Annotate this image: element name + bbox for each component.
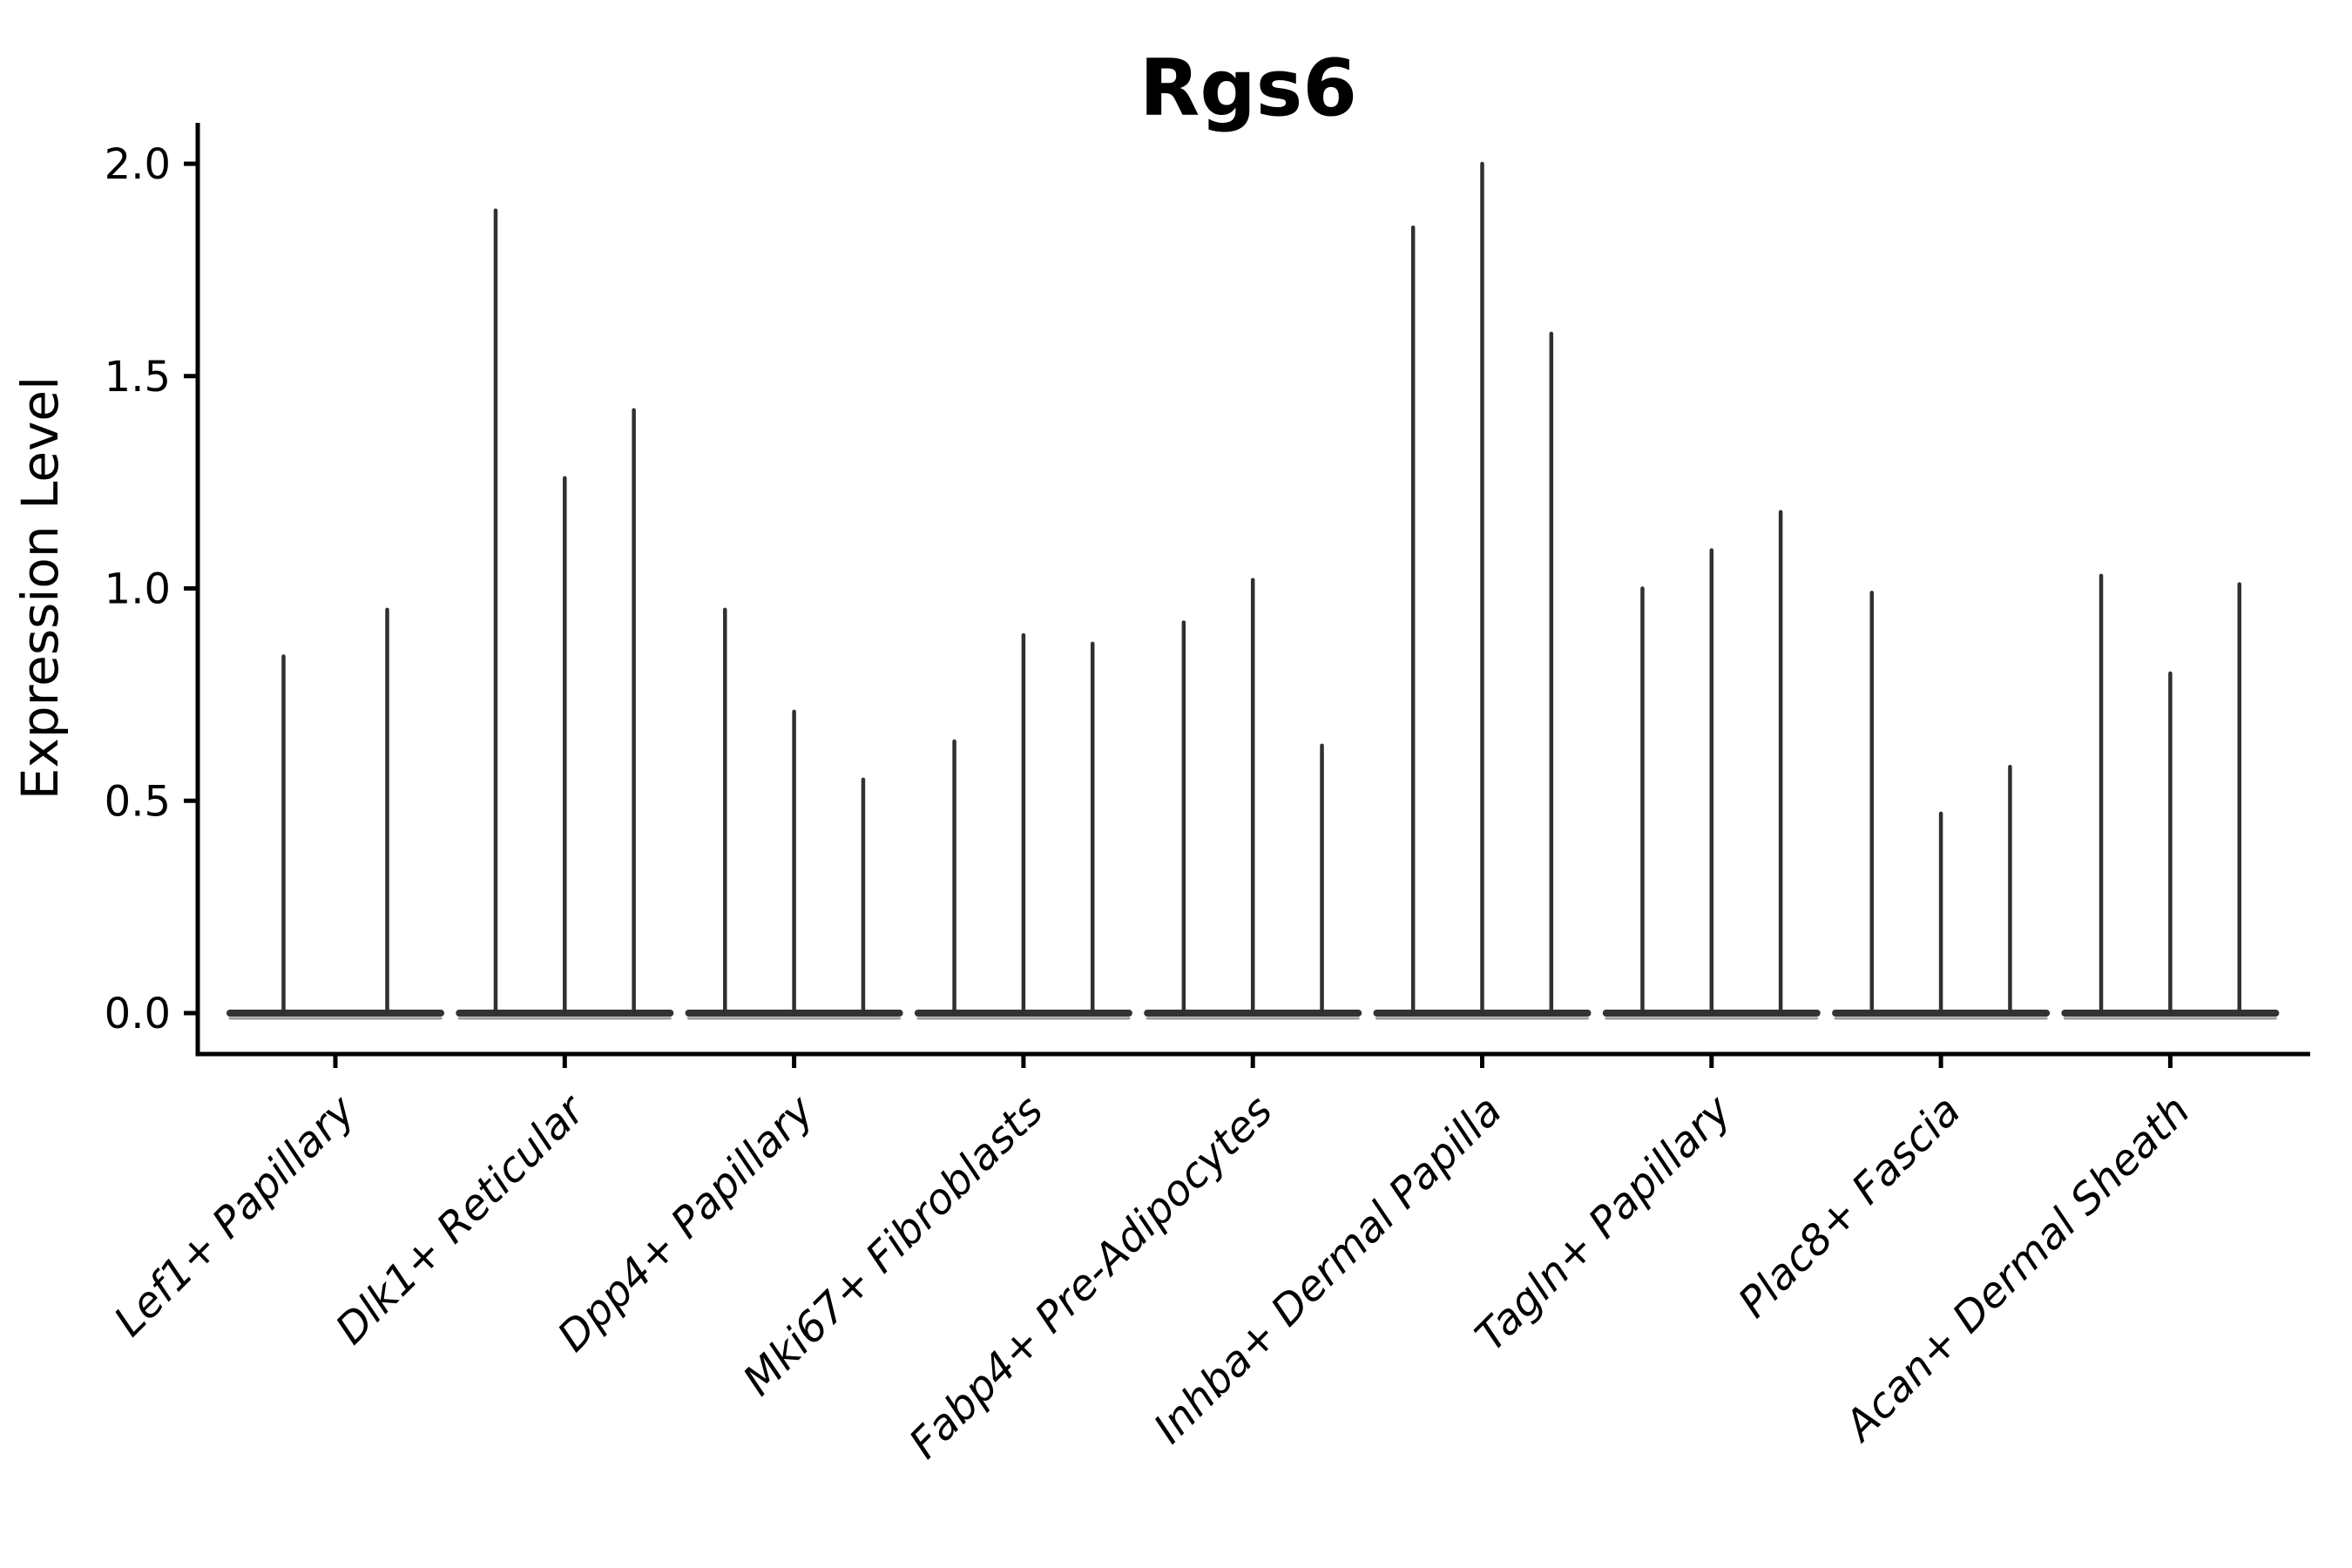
- x-tick-label: Dpp4+ Papillary: [548, 1085, 823, 1361]
- x-tick-label: Tagln+ Papillary: [1466, 1085, 1741, 1361]
- y-tick-label: 2.0: [105, 140, 171, 189]
- y-tick-label: 0.5: [105, 777, 171, 826]
- y-tick-label: 0.0: [105, 990, 171, 1038]
- y-tick-label: 1.5: [105, 353, 171, 402]
- y-axis-label: Expression Level: [10, 376, 70, 800]
- chart-title: Rgs6: [1139, 43, 1357, 134]
- x-tick-label: Dlk1+ Reticular: [327, 1085, 597, 1355]
- violins: [226, 161, 2280, 1020]
- x-tick-label: Plac8+ Fascia: [1729, 1086, 1970, 1328]
- x-tick-label: Lef1+ Papillary: [105, 1085, 365, 1346]
- y-tick-label: 1.0: [105, 565, 171, 614]
- x-tick-label: Fabp4+ Pre-Adipocytes: [900, 1086, 1282, 1469]
